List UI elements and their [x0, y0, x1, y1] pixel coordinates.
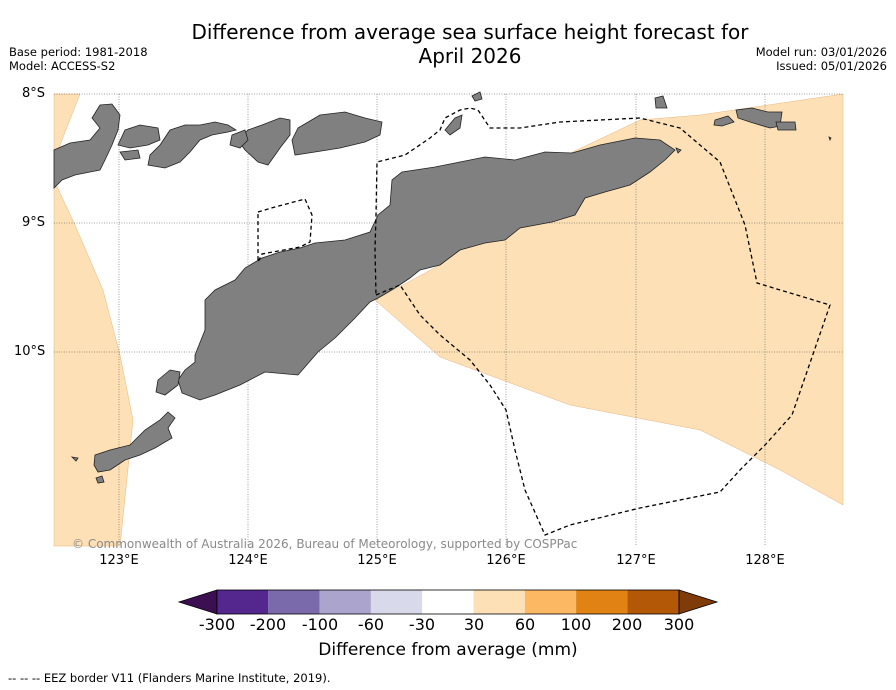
meta-left: Base period: 1981-2018 Model: ACCESS-S2	[9, 45, 148, 73]
atauro-island	[444, 114, 463, 136]
adonara-island	[117, 124, 161, 149]
romang-island	[654, 95, 668, 109]
colorbar-segment-5	[422, 590, 474, 614]
lon-label-128e: 128°E	[745, 553, 785, 568]
footnote-text: -- -- -- EEZ border V11 (Flanders Marine…	[8, 671, 331, 685]
colorbar-outline	[216, 589, 680, 615]
lon-label-126e: 126°E	[486, 553, 526, 568]
colorbar-tick-10: 300	[663, 615, 695, 634]
colorbar-tick-7: 60	[514, 615, 536, 634]
colorbar-segment-2	[268, 590, 320, 614]
model-text: Model: ACCESS-S2	[9, 58, 116, 73]
colorbar-tick-2: -200	[249, 615, 287, 634]
colorbar-segment-4	[370, 590, 423, 614]
colorbar-segment-6	[473, 590, 525, 614]
eez-border-enclave	[257, 198, 313, 263]
copyright-text: © Commonwealth of Australia 2026, Bureau…	[72, 537, 578, 551]
colorbar-segment-3	[319, 590, 371, 614]
small-islet-east	[828, 136, 832, 142]
lat-label-10s: 10°S	[14, 344, 46, 359]
colorbar-segment-1	[217, 590, 269, 614]
lon-label-123e: 123°E	[99, 553, 139, 568]
jaco-island	[675, 147, 682, 154]
colorbar-tick-6: 30	[463, 615, 485, 634]
colorbar-tick-4: -60	[357, 615, 385, 634]
issued-text: Issued: 05/01/2026	[776, 58, 887, 73]
colorbar-tick-1: -300	[198, 615, 236, 634]
model-run-text: Model run: 03/01/2026	[755, 45, 887, 59]
meta-right: Model run: 03/01/2026 Issued: 05/01/2026	[755, 45, 887, 73]
lon-label-125e: 125°E	[357, 553, 397, 568]
small-islet-west	[70, 456, 79, 462]
base-period-text: Base period: 1981-2018	[9, 45, 148, 59]
colorbar-tick-5: -30	[408, 615, 436, 634]
pantar-island	[229, 129, 249, 149]
kisar-island	[713, 115, 735, 127]
solor-island	[119, 149, 141, 161]
colorbar-segment-9	[627, 590, 679, 614]
lon-label-127e: 127°E	[616, 553, 656, 568]
eez-border	[257, 107, 831, 536]
liran-island	[471, 91, 483, 102]
lon-label-124e: 124°E	[228, 553, 268, 568]
land-layer	[53, 91, 832, 484]
lat-label-8s: 8°S	[22, 86, 46, 101]
anomaly-area-west	[53, 93, 81, 161]
lembata-island	[147, 121, 238, 169]
colorbar-label: Difference from average (mm)	[318, 640, 578, 660]
moa-island	[775, 121, 797, 131]
ndao-island	[95, 475, 105, 484]
colorbar-segment-7	[524, 590, 577, 614]
timor-island	[177, 137, 676, 401]
chart-title: Difference from average sea surface heig…	[191, 20, 749, 68]
flores-east	[53, 103, 121, 189]
rote-island	[93, 411, 176, 473]
colorbar	[177, 589, 719, 615]
lat-label-9s: 9°S	[22, 215, 46, 230]
eez-border-main	[374, 107, 831, 536]
colorbar-tick-9: 200	[611, 615, 643, 634]
colorbar-extend-low	[177, 589, 218, 615]
colorbar-tick-3: -100	[301, 615, 339, 634]
colorbar-extend-high	[678, 589, 719, 615]
colorbar-segment-8	[576, 590, 628, 614]
semau-island	[155, 369, 181, 396]
colorbar-tick-8: 100	[560, 615, 592, 634]
wetar-island	[291, 111, 383, 156]
